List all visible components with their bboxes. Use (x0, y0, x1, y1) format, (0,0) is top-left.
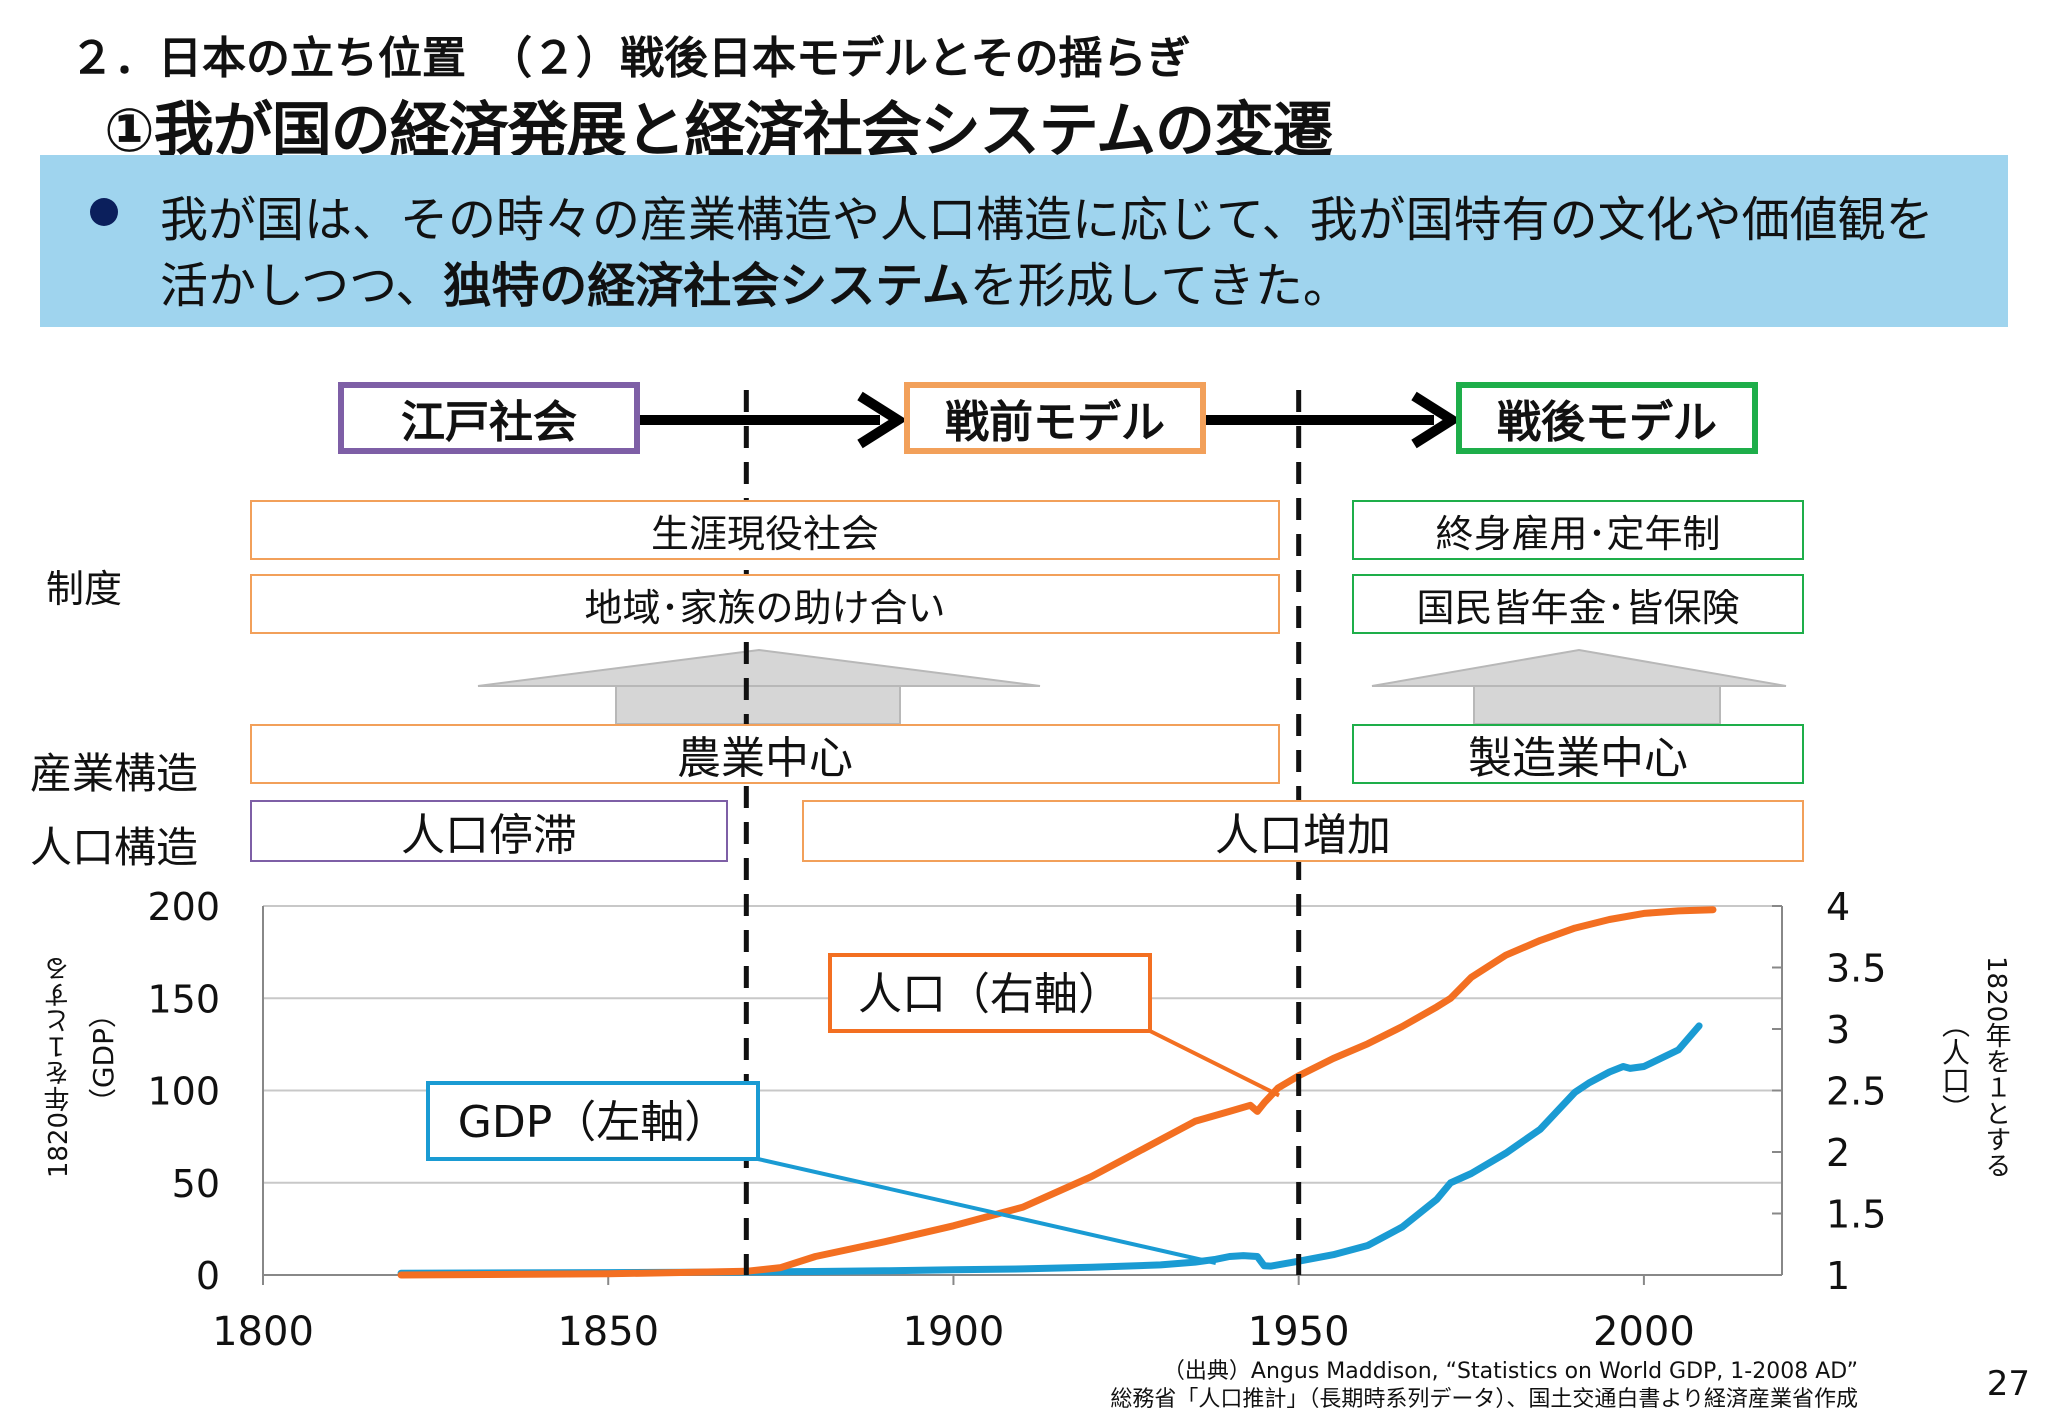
page-title: ①我が国の経済発展と経済社会システムの変遷 (104, 96, 1333, 166)
plot-area: 200 150 100 50 0 4 3.5 3 2.5 2 1.5 1 1800 1850 1900 195… (147, 885, 1886, 1355)
source-line-2: 総務省「人口推計」（長期時系列データ）、国土交通白書より経済産業省作成 (1110, 1387, 1858, 1412)
x-tick-label: 1950 (1248, 1309, 1350, 1355)
page-number: 27 (1986, 1364, 2030, 1404)
population-series-line (397, 906, 1717, 1279)
population-label: 人口構造 (30, 823, 199, 872)
box-agriculture: 農業中心 (250, 724, 1280, 784)
era-prewar-label: 戦前モデル (945, 397, 1165, 448)
population-callout-label: 人口（右軸） (858, 969, 1122, 1020)
box-mutual-aid-label: 地域･家族の助け合い (584, 585, 946, 630)
summary-emphasis: 独特の経済社会システム (443, 258, 970, 314)
right-tick-label: 3 (1826, 1008, 1850, 1052)
right-tick-label: 2.5 (1826, 1070, 1886, 1114)
era-arrowhead-1 (857, 391, 908, 449)
x-tick-label: 1800 (212, 1309, 314, 1355)
era-arrowhead-2 (1411, 391, 1462, 449)
era-prewar: 戦前モデル (904, 382, 1206, 454)
box-lifetime-active: 生涯現役社会 (250, 500, 1280, 560)
population-callout-box (828, 953, 1152, 1033)
left-tick-label: 0 (196, 1254, 220, 1298)
box-universal-pension: 国民皆年金･皆保険 (1352, 574, 1804, 634)
industry-label: 産業構造 (30, 749, 199, 798)
gdp-callout-label: GDP（左軸） (458, 1097, 729, 1148)
x-tick-label: 2000 (1593, 1309, 1695, 1355)
box-manufacturing-label: 製造業中心 (1468, 733, 1688, 784)
box-population-increase: 人口増加 (802, 800, 1804, 862)
left-tick-label: 100 (147, 1070, 220, 1114)
x-tick-label: 1900 (903, 1309, 1005, 1355)
gdp-callout-pointer (757, 1157, 1217, 1265)
summary-banner (40, 155, 2008, 327)
right-tick-label: 4 (1826, 885, 1850, 929)
box-manufacturing: 製造業中心 (1352, 724, 1804, 784)
summary-line-1: 我が国は、その時々の産業構造や人口構造に応じて、我が国特有の文化や価値観を (160, 192, 1934, 248)
box-lifetime-active-label: 生涯現役社会 (650, 511, 879, 556)
source-line-1: （出典）Angus Maddison, “Statistics on World… (1162, 1359, 1858, 1384)
box-mutual-aid: 地域･家族の助け合い (250, 574, 1280, 634)
era-edo: 江戸社会 (338, 382, 640, 454)
source-note: （出典）Angus Maddison, “Statistics on World… (1110, 1358, 1858, 1414)
bullet-icon (90, 198, 118, 226)
era-edo-label: 江戸社会 (401, 397, 577, 448)
left-tick-label: 200 (147, 885, 220, 929)
gdp-callout-box (426, 1081, 760, 1161)
box-agriculture-label: 農業中心 (677, 733, 853, 784)
era-postwar: 戦後モデル (1456, 382, 1758, 454)
left-axis-sublabel: 1820年を１とする (44, 956, 74, 1179)
summary-line-2-pre: 活かしつつ、 (160, 258, 444, 314)
right-axis-sublabel: 1820年を１とする (1981, 956, 2011, 1179)
up-arrow-prewar (478, 685, 1040, 725)
population-callout-pointer (1149, 1029, 1280, 1098)
box-population-stagnation-label: 人口停滞 (401, 810, 577, 861)
institution-label: 制度 (46, 567, 123, 611)
box-population-increase-label: 人口増加 (1215, 810, 1391, 861)
section-title: ２．日本の立ち位置 （２）戦後日本モデルとその揺らぎ (70, 33, 1191, 84)
left-tick-label: 50 (172, 1162, 220, 1206)
right-tick-label: 1 (1826, 1254, 1850, 1298)
box-population-stagnation: 人口停滞 (250, 800, 728, 862)
x-tick-label: 1850 (557, 1309, 659, 1355)
box-lifetime-employment: 終身雇用･定年制 (1352, 500, 1804, 560)
right-tick-label: 2 (1826, 1131, 1850, 1175)
right-tick-label: 3.5 (1826, 947, 1886, 991)
summary-line-2-post: を形成してきた。 (969, 258, 1351, 314)
up-arrow-prewar-head (477, 648, 1041, 687)
up-arrow-postwar-head (1371, 648, 1787, 687)
up-arrow-postwar (1372, 685, 1786, 725)
left-axis-label: （GDP） (87, 1000, 120, 1117)
era-postwar-label: 戦後モデル (1497, 397, 1717, 448)
box-universal-pension-label: 国民皆年金･皆保険 (1416, 585, 1740, 630)
box-lifetime-employment-label: 終身雇用･定年制 (1435, 511, 1721, 556)
right-axis-label: （人口） (1938, 1010, 1971, 1122)
left-tick-label: 150 (147, 977, 220, 1021)
right-tick-label: 1.5 (1826, 1193, 1886, 1237)
summary-line-2: 活かしつつ、独特の経済社会システムを形成してきた。 (160, 246, 1351, 316)
